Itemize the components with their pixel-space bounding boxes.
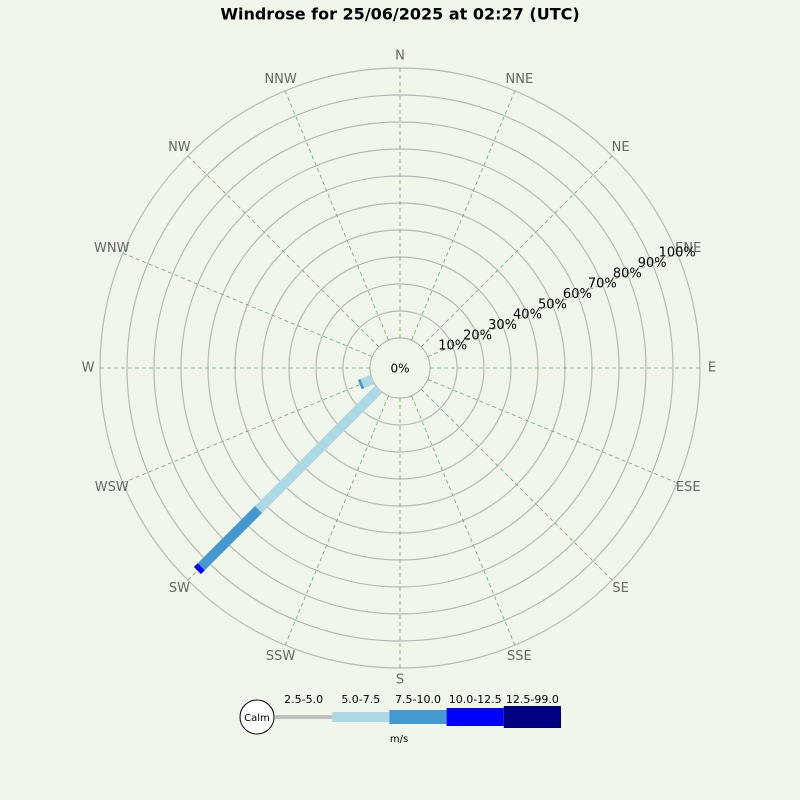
calm-label: Calm (244, 713, 270, 724)
direction-label: NNE (506, 72, 534, 87)
ring-label: 100% (659, 246, 696, 261)
direction-label: NE (612, 140, 630, 155)
wind-bar (193, 563, 205, 575)
ring-label: 50% (538, 297, 567, 312)
wind-bar (357, 378, 365, 390)
direction-label: NW (168, 140, 191, 155)
legend-swatch (503, 706, 561, 728)
ring-label: 30% (488, 318, 517, 333)
spoke (427, 379, 678, 484)
spoke (411, 395, 516, 646)
chart-title: Windrose for 25/06/2025 at 02:27 (UTC) (220, 5, 579, 24)
spoke (427, 252, 678, 357)
ring-label: 90% (638, 256, 667, 271)
ring-label: 80% (613, 266, 642, 281)
spoke (122, 379, 373, 484)
spoke (411, 90, 516, 341)
spoke (420, 388, 613, 581)
ring (153, 121, 647, 615)
direction-label: SSW (266, 649, 296, 664)
wind-bar (197, 505, 263, 571)
ring-label: 70% (588, 277, 617, 292)
spoke (284, 395, 389, 646)
legend-label: 2.5-5.0 (284, 693, 323, 706)
spoke (284, 90, 389, 341)
direction-label: SSE (507, 649, 532, 664)
direction-label: WSW (95, 480, 129, 495)
legend-label: 12.5-99.0 (506, 693, 559, 706)
direction-label: N (395, 49, 405, 64)
spoke (122, 252, 373, 357)
spoke (187, 155, 380, 348)
ring-label: 20% (463, 328, 492, 343)
legend-swatch (446, 708, 504, 726)
direction-label: ENE (675, 241, 701, 256)
calm-circle (239, 699, 275, 735)
wind-bar (254, 385, 383, 514)
direction-label: S (396, 673, 404, 688)
legend-label: 7.5-10.0 (395, 693, 441, 706)
ring-label: 40% (513, 308, 542, 323)
center-label: 0% (390, 362, 409, 376)
spoke (420, 155, 613, 348)
direction-label: WNW (94, 241, 130, 256)
direction-label: SE (612, 581, 628, 596)
direction-label: NNW (264, 72, 296, 87)
legend-swatch (389, 710, 447, 724)
direction-label: E (708, 361, 716, 376)
wind-bar (360, 374, 375, 389)
legend-label: 10.0-12.5 (449, 693, 502, 706)
ring (342, 310, 458, 426)
direction-label: SW (169, 581, 190, 596)
legend-label: 5.0-7.5 (341, 693, 380, 706)
ring (315, 283, 485, 453)
ring-label: 60% (563, 287, 592, 302)
ring (126, 94, 674, 642)
direction-label: ESE (676, 480, 701, 495)
legend-swatch (332, 712, 390, 722)
ring-label: 10% (438, 339, 467, 354)
unit-label: m/s (390, 734, 408, 745)
legend-swatch (275, 715, 333, 719)
direction-label: W (82, 361, 95, 376)
